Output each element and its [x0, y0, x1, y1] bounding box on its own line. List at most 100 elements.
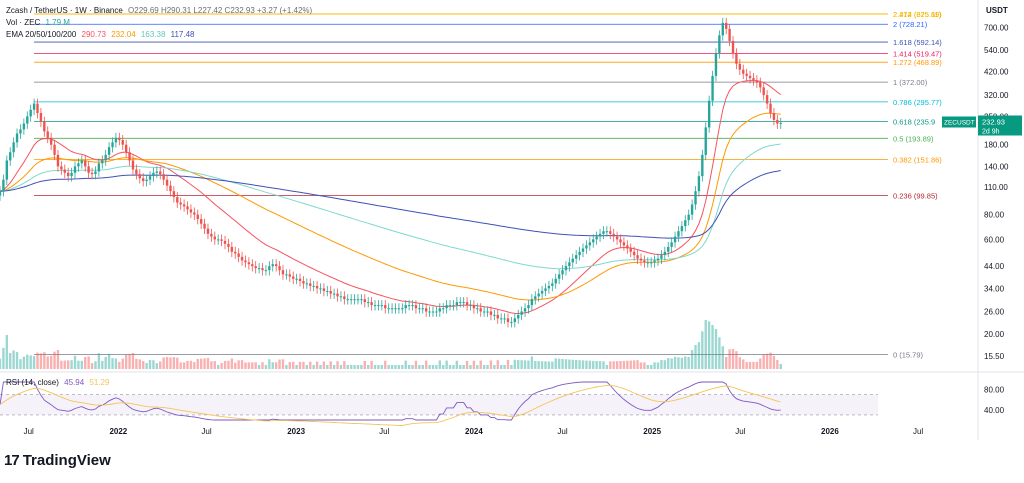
candle-body: [346, 299, 349, 301]
candle-body: [261, 268, 264, 271]
candle-body: [162, 174, 165, 180]
ema100-value: 163.38: [140, 30, 166, 39]
currency-label: USDT: [986, 6, 1008, 15]
candle-body: [578, 251, 581, 256]
candle-body: [462, 302, 465, 304]
volume-bar: [517, 360, 520, 369]
price-tick-label: 34.00: [984, 284, 1005, 293]
volume-bar: [544, 361, 547, 369]
volume-bar: [701, 331, 704, 369]
volume-bar: [384, 360, 387, 369]
candle-body: [769, 103, 772, 114]
volume-bar: [643, 362, 646, 369]
volume-bar: [557, 358, 561, 369]
candle-body: [53, 144, 56, 155]
candle-body: [159, 171, 162, 175]
volume-bar: [124, 355, 128, 369]
candle-body: [36, 103, 39, 114]
candle-body: [523, 308, 527, 312]
volume-bar: [363, 361, 366, 369]
volume-bar: [80, 360, 84, 369]
candle-body: [670, 242, 673, 247]
candle-body: [213, 236, 216, 240]
candle-body: [663, 251, 667, 256]
candle-body: [377, 305, 380, 307]
candle-body: [332, 293, 336, 295]
volume-bar: [728, 349, 731, 369]
volume-bar: [639, 362, 643, 369]
candle-body: [22, 123, 26, 130]
volume-bar: [482, 365, 486, 369]
volume-bar: [380, 365, 384, 369]
candle-body: [602, 231, 605, 234]
time-tick-label: Jul: [557, 427, 567, 436]
symbol-legend[interactable]: Zcash / TetherUS · 1W · Binance O229.69 …: [6, 6, 315, 16]
volume-bar: [210, 361, 213, 369]
ema-legend[interactable]: EMA 20/50/100/200 290.73 232.04 163.38 1…: [6, 30, 198, 40]
volume-bar: [714, 329, 718, 369]
volume-bar: [165, 357, 169, 369]
candle-body: [742, 69, 745, 74]
volume-bar: [162, 357, 165, 369]
candle-body: [424, 308, 428, 312]
candle-body: [667, 246, 670, 252]
candle-body: [779, 122, 782, 124]
volume-bar: [636, 360, 639, 369]
candle-body: [612, 233, 615, 237]
time-tick-label: 2026: [821, 427, 839, 436]
candle-body: [513, 318, 517, 323]
candle-body: [636, 255, 639, 259]
candle-body: [128, 152, 131, 161]
candle-body: [677, 231, 680, 237]
candle-body: [217, 239, 220, 241]
tradingview-logo-text: TradingView: [22, 452, 111, 469]
volume-legend[interactable]: Vol · ZEC 1.79 M: [6, 18, 73, 28]
volume-bar: [602, 361, 605, 369]
volume-bar: [66, 360, 70, 369]
candle-body: [711, 75, 714, 101]
candle-body: [292, 276, 295, 279]
candle-body: [489, 311, 493, 315]
tradingview-logo[interactable]: 17 TradingView: [4, 452, 111, 469]
candle-body: [63, 169, 66, 173]
volume-bar: [503, 365, 506, 369]
volume-bar: [472, 360, 476, 369]
volume-bar: [377, 365, 380, 369]
candle-body: [118, 137, 121, 141]
candle-body: [101, 160, 104, 164]
candle-body: [435, 311, 438, 313]
volume-bar: [411, 365, 414, 369]
candle-body: [557, 274, 561, 279]
candle-body: [131, 160, 135, 170]
ohlc-readout: O229.69 H290.31 L227.42 C232.93 +3.27 (+…: [128, 6, 313, 15]
candle-body: [107, 147, 111, 155]
price-tick-label: 60.00: [984, 235, 1005, 244]
symbol-title: Zcash / TetherUS · 1W · Binance: [6, 6, 123, 15]
candle-body: [619, 239, 622, 243]
time-tick-label: Jul: [379, 427, 389, 436]
candle-body: [206, 228, 210, 234]
volume-bar: [251, 362, 254, 369]
rsi-line: [0, 381, 781, 421]
rsi-ma-value: 51.29: [89, 378, 110, 387]
candle-body: [598, 233, 602, 237]
price-tick-label: 180.00: [984, 141, 1009, 150]
rsi-legend[interactable]: RSI (14, close) 45.94 51.29: [6, 378, 112, 388]
candle-body: [240, 256, 244, 261]
volume-bar: [486, 365, 489, 369]
volume-bar: [9, 353, 12, 369]
volume-bar: [581, 360, 585, 369]
candle-body: [12, 142, 15, 153]
candle-body: [772, 113, 776, 120]
candle-body: [39, 113, 43, 122]
last-price-countdown: 2d 9h: [982, 128, 1000, 135]
candle-body: [80, 160, 84, 164]
volume-bar: [527, 360, 530, 369]
volume-bar: [220, 363, 223, 369]
candle-body: [182, 204, 186, 207]
volume-bar: [315, 361, 319, 369]
candle-body: [442, 308, 445, 310]
volume-bar: [438, 360, 442, 369]
candle-body: [254, 266, 257, 269]
